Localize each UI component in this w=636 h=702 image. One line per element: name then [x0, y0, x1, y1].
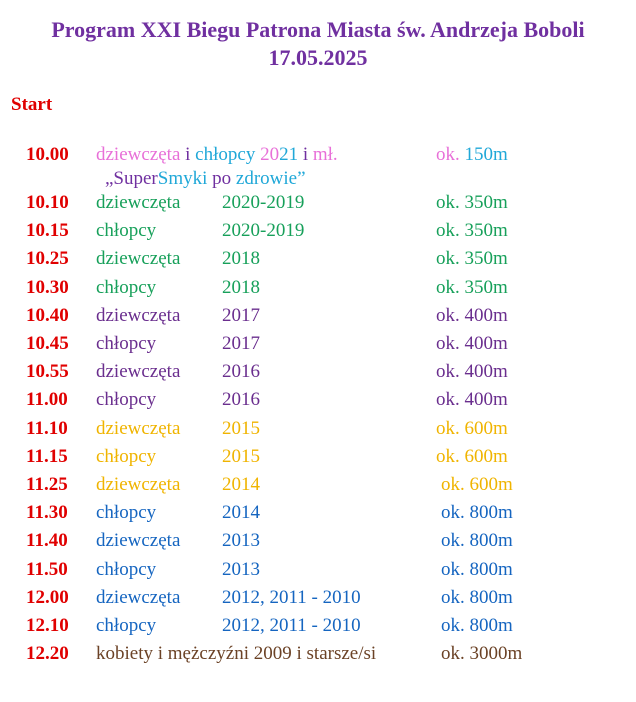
text-segment: 20 — [260, 144, 280, 165]
group: chłopcy — [96, 389, 157, 411]
group: chłopcy — [96, 558, 157, 580]
text-segment: i — [185, 144, 196, 165]
distance: ok. 800m — [441, 502, 513, 524]
time: 11.25 — [26, 474, 68, 495]
distance: ok. 800m — [441, 586, 513, 608]
distance: ok. 400m — [436, 361, 508, 383]
distance: ok. 150m — [436, 144, 508, 166]
time: 10.55 — [26, 361, 69, 383]
years: 2015 — [222, 417, 260, 439]
time: 11.50 — [26, 558, 68, 580]
group: dziewczęta — [96, 586, 181, 608]
text-segment: mł. — [312, 144, 338, 165]
years: 2015 — [222, 445, 260, 467]
years: 2012, 2011 - 2010 — [222, 615, 361, 636]
distance: ok. 800m — [441, 558, 513, 580]
group: chłopcy — [96, 445, 157, 467]
distance: ok. 400m — [436, 333, 508, 354]
group: chłopcy — [96, 333, 157, 354]
group: chłopcy — [96, 615, 157, 636]
time: 10.30 — [26, 276, 69, 298]
time: 10.45 — [26, 333, 69, 354]
group: dziewczęta — [96, 304, 181, 326]
text-segment: „Super — [105, 168, 158, 189]
text-segment: i — [302, 144, 313, 165]
time: 12.10 — [26, 615, 69, 636]
distance: ok. 350m — [436, 248, 508, 270]
years: 2016 — [222, 389, 260, 411]
years: 2016 — [222, 361, 260, 383]
distance: ok. 600m — [436, 445, 508, 467]
time: 11.30 — [26, 502, 68, 524]
distance: ok. 800m — [441, 530, 513, 552]
text-segment: ok. — [436, 144, 465, 165]
group: dziewczęta — [96, 192, 181, 213]
years: 2020-2019 — [222, 220, 305, 242]
distance: ok. 350m — [436, 192, 508, 213]
text-segment: Smyki — [157, 168, 213, 189]
distance: ok. 3000m — [441, 643, 523, 665]
years: 2017 — [222, 304, 260, 326]
title: Program XXI Biegu Patrona Miasta św. And… — [51, 17, 585, 42]
group: dziewczęta — [96, 361, 181, 383]
time: 10.15 — [26, 220, 69, 242]
years: 2017 — [222, 333, 260, 354]
text-segment: zdrowie” — [235, 168, 306, 189]
group: dziewczęta i chłopcy 2021 i mł. — [96, 144, 338, 166]
distance: ok. 350m — [436, 276, 508, 298]
time: 11.15 — [26, 445, 68, 467]
group: kobiety i mężczyźni 2009 i starsze/si — [96, 643, 377, 665]
text-segment: po — [212, 168, 236, 189]
distance: ok. 400m — [436, 304, 508, 326]
time: 10.00 — [26, 144, 69, 165]
years: 2014 — [222, 502, 260, 524]
group: chłopcy — [96, 502, 157, 524]
years: 2013 — [222, 558, 260, 580]
time: 11.40 — [26, 530, 68, 552]
subtitle: „SuperSmyki po zdrowie” — [105, 168, 306, 190]
group: dziewczęta — [96, 248, 181, 270]
distance: ok. 800m — [441, 615, 513, 636]
text-segment: 150m — [464, 144, 508, 165]
time: 10.40 — [26, 304, 69, 326]
date: 17.05.2025 — [268, 45, 368, 70]
years: 2013 — [222, 530, 260, 552]
years: 2014 — [222, 474, 260, 495]
group: dziewczęta — [96, 474, 181, 495]
years: 2018 — [222, 248, 260, 270]
years: 2020-2019 — [222, 192, 305, 213]
distance: ok. 350m — [436, 220, 508, 242]
distance: ok. 600m — [436, 417, 508, 439]
group: dziewczęta — [96, 530, 181, 552]
distance: ok. 600m — [441, 474, 513, 495]
text-segment: dziewczęta — [96, 144, 186, 165]
distance: ok. 400m — [436, 389, 508, 411]
time: 11.10 — [26, 417, 68, 439]
text-segment: chłopcy — [195, 144, 261, 165]
group: dziewczęta — [96, 417, 181, 439]
time: 12.20 — [26, 643, 69, 665]
text-segment: 21 — [279, 144, 303, 165]
section-label: Start — [11, 94, 53, 115]
time: 10.10 — [26, 192, 69, 213]
group: chłopcy — [96, 276, 157, 298]
years: 2012, 2011 - 2010 — [222, 586, 361, 608]
time: 10.25 — [26, 248, 69, 270]
time: 12.00 — [26, 586, 69, 608]
time: 11.00 — [26, 389, 68, 411]
years: 2018 — [222, 276, 260, 298]
group: chłopcy — [96, 220, 157, 242]
